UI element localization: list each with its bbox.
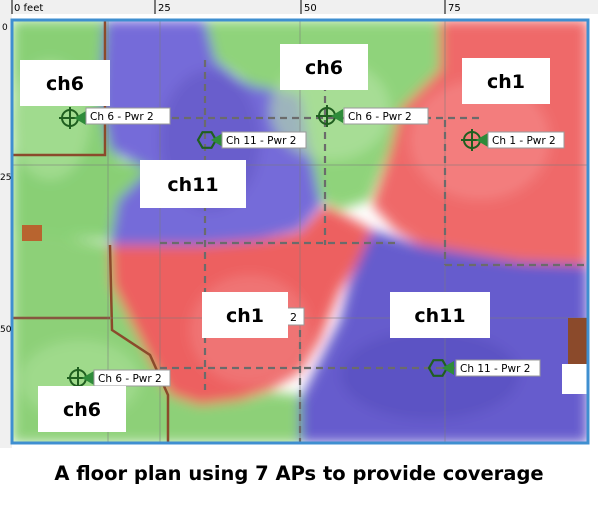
ruler-left-tick: 50 bbox=[0, 325, 12, 335]
access-point-label: Ch 6 - Pwr 2 bbox=[93, 369, 171, 387]
access-point-label: Ch 6 - Pwr 2 bbox=[343, 107, 429, 125]
figure-caption: A floor plan using 7 APs to provide cove… bbox=[54, 462, 544, 485]
channel-callout: ch1 bbox=[462, 58, 550, 104]
access-point-label-text: Ch 11 - Pwr 2 bbox=[226, 135, 296, 147]
channel-callout: ch6 bbox=[38, 386, 126, 432]
access-point-label: Ch 6 - Pwr 2 bbox=[85, 107, 171, 125]
ruler-left-tick: 0 bbox=[2, 23, 8, 33]
ruler-top-tick: 25 bbox=[158, 3, 171, 14]
channel-callout: ch6 bbox=[20, 60, 110, 106]
channel-callout: ch6 bbox=[280, 44, 368, 90]
ruler-top-tick: 75 bbox=[448, 3, 461, 14]
cabinet-object bbox=[568, 318, 588, 364]
channel-callout-text: ch6 bbox=[63, 399, 101, 421]
access-point-marker[interactable]: Ch 11 - Pwr 2 bbox=[196, 131, 307, 149]
access-point-label: Ch 1 - Pwr 2 bbox=[487, 131, 565, 149]
channel-callout-text: ch6 bbox=[305, 57, 343, 79]
ruler-top-ticks bbox=[11, 0, 446, 14]
top-ruler bbox=[0, 0, 598, 14]
channel-callout: ch11 bbox=[140, 160, 246, 208]
channel-callout-text: ch6 bbox=[46, 73, 84, 95]
access-point-label-text: Ch 6 - Pwr 2 bbox=[348, 111, 412, 123]
access-point-marker[interactable]: Ch 6 - Pwr 2 bbox=[67, 367, 171, 389]
access-point-marker[interactable]: Ch 11 - Pwr 2 bbox=[427, 359, 541, 377]
access-point-label-text: Ch 11 - Pwr 2 bbox=[460, 363, 530, 375]
left-ruler bbox=[0, 0, 12, 448]
access-point-label-text: Ch 1 - Pwr 2 bbox=[492, 135, 556, 147]
channel-callout-text: ch1 bbox=[226, 305, 264, 327]
access-point-marker[interactable]: Ch 6 - Pwr 2 bbox=[59, 107, 171, 129]
white-block bbox=[562, 364, 588, 394]
ruler-left-tick: 25 bbox=[0, 173, 11, 183]
access-point-label-text: Ch 6 - Pwr 2 bbox=[90, 111, 154, 123]
channel-callout-text: ch11 bbox=[167, 174, 218, 196]
ruler-top-tick: 0 feet bbox=[14, 3, 43, 14]
channel-callout-text: ch1 bbox=[487, 71, 525, 93]
access-point-marker[interactable]: Ch 1 - Pwr 2 bbox=[461, 129, 565, 151]
access-point-label: Ch 11 - Pwr 2 bbox=[221, 131, 307, 149]
access-point-marker[interactable]: Ch 6 - Pwr 2 bbox=[316, 105, 429, 127]
channel-callout: ch1 bbox=[202, 292, 288, 338]
channel-callout: ch11 bbox=[390, 292, 490, 338]
map-border bbox=[10, 18, 590, 445]
access-point-label: Ch 11 - Pwr 2 bbox=[455, 359, 541, 377]
ruler-top-tick: 50 bbox=[304, 3, 317, 14]
channel-callout-text: ch11 bbox=[414, 305, 465, 327]
door-object bbox=[22, 225, 42, 241]
access-point-label-text: Ch 6 - Pwr 2 bbox=[98, 373, 162, 385]
